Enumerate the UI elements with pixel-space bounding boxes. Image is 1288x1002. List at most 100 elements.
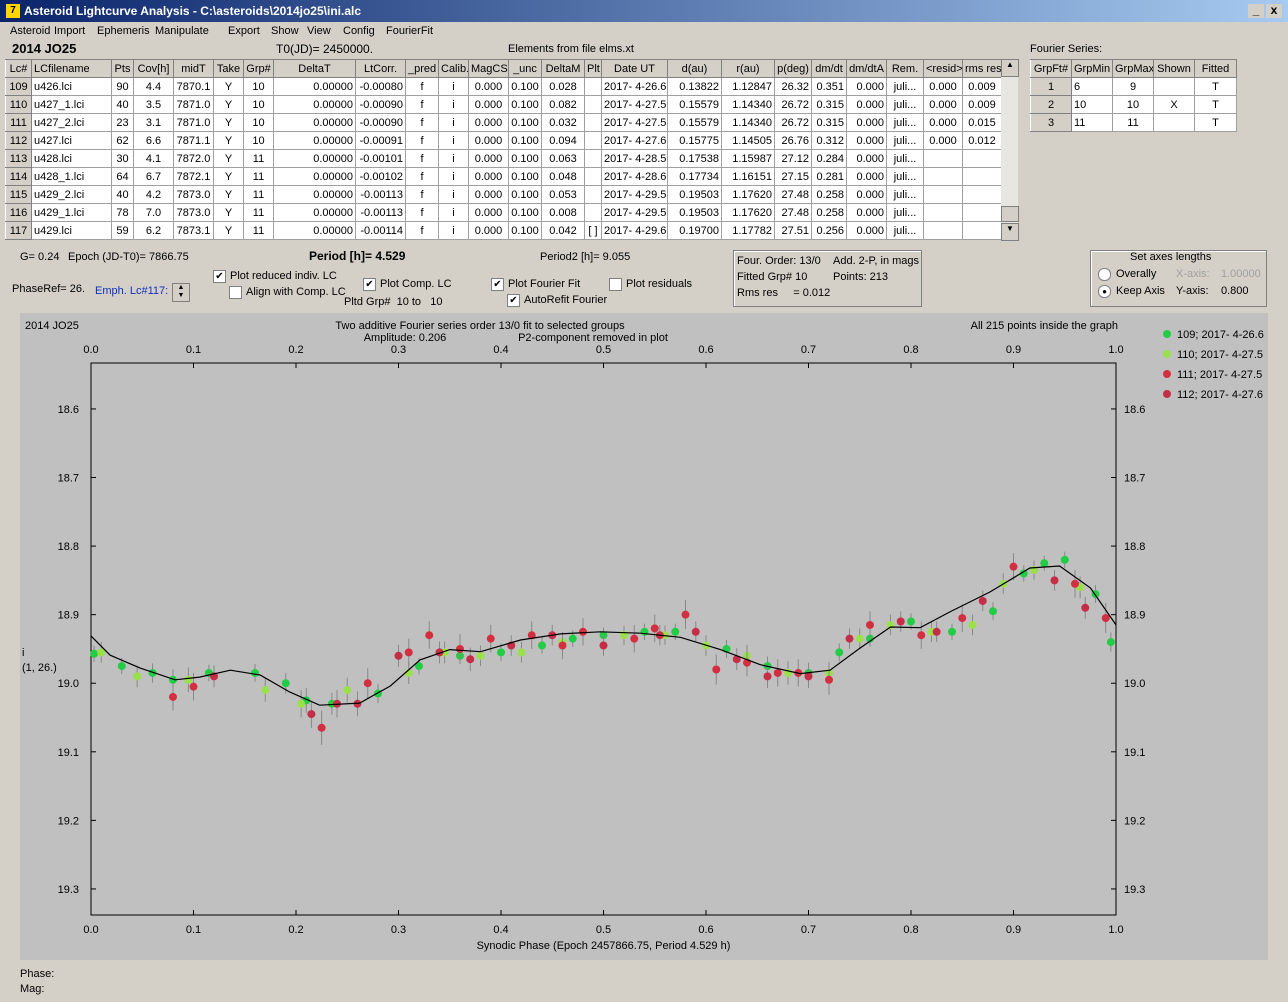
table-cell[interactable]: juli... [886,77,924,96]
table-cell[interactable]: Y [213,203,244,222]
checkbox-label[interactable]: Plot Fourier Fit [508,278,581,290]
table-cell[interactable]: Take [213,59,244,78]
table-cell[interactable]: f [405,131,439,150]
menu-item[interactable]: Asteroid [10,25,51,37]
table-cell[interactable]: i [438,131,469,150]
table-cell[interactable]: 27.51 [774,221,812,240]
table-cell[interactable]: 0.17538 [667,149,722,168]
table-cell[interactable]: Shown [1153,59,1195,78]
table-cell[interactable]: 0.100 [508,185,542,204]
table-cell[interactable]: 0.053 [541,185,585,204]
table-cell[interactable]: 1.16151 [721,167,775,186]
table-cell[interactable]: 0.315 [811,95,847,114]
table-cell[interactable]: u429_1.lci [31,203,112,222]
table-cell[interactable]: 7871.0 [173,113,214,132]
table-cell[interactable]: f [405,77,439,96]
table-cell[interactable]: 62 [111,131,134,150]
table-cell[interactable]: 1.15987 [721,149,775,168]
close-button[interactable]: x [1266,4,1282,18]
table-cell[interactable]: 11 [1071,113,1113,132]
table-cell[interactable]: 0.312 [811,131,847,150]
table-cell[interactable]: 7871.0 [173,95,214,114]
table-cell[interactable]: -0.00080 [355,77,406,96]
table-cell[interactable]: -0.00091 [355,131,406,150]
table-cell[interactable]: u427_2.lci [31,113,112,132]
table-cell[interactable]: 1.17782 [721,221,775,240]
table-cell[interactable]: 0.000 [846,131,887,150]
table-cell[interactable]: T [1194,113,1237,132]
table-cell[interactable]: u427.lci [31,131,112,150]
table-cell[interactable]: 0.100 [508,221,542,240]
table-cell[interactable]: u427_1.lci [31,95,112,114]
table-cell[interactable]: Y [213,113,244,132]
table-cell[interactable]: 0.000 [846,221,887,240]
table-cell[interactable]: juli... [886,203,924,222]
table-cell[interactable]: 27.15 [774,167,812,186]
table-cell[interactable]: 26.72 [774,95,812,114]
menu-item[interactable]: FourierFit [386,25,434,37]
table-cell[interactable]: 0.15775 [667,131,722,150]
table-cell[interactable]: 0.009 [962,95,1002,114]
table-cell[interactable]: 64 [111,167,134,186]
table-cell[interactable]: 0.012 [962,131,1002,150]
table-cell[interactable]: Calib. [438,59,469,78]
table-cell[interactable]: 0.256 [811,221,847,240]
table-cell[interactable]: 0.063 [541,149,585,168]
checkbox[interactable] [229,286,242,299]
table-cell[interactable]: f [405,167,439,186]
table-cell[interactable]: 0.100 [508,113,542,132]
table-cell[interactable]: p(deg) [774,59,812,78]
table-cell[interactable]: 0.15579 [667,95,722,114]
table-cell[interactable]: 0.315 [811,113,847,132]
table-cell[interactable]: 0.00000 [273,77,356,96]
table-cell[interactable]: 114 [5,167,32,186]
table-cell[interactable]: 2017- 4-27.6 [601,131,668,150]
table-cell[interactable]: 0.000 [846,95,887,114]
table-cell[interactable]: 6.7 [133,167,174,186]
table-cell[interactable]: i [438,167,469,186]
table-cell[interactable]: 26.32 [774,77,812,96]
table-cell[interactable]: DeltaT [273,59,356,78]
table-cell[interactable]: 0.008 [541,203,585,222]
table-cell[interactable]: 11 [1112,113,1154,132]
table-cell[interactable]: 0.00000 [273,113,356,132]
table-cell[interactable]: Lc# [5,59,32,78]
table-row[interactable]: 116 u429_1.lci 78 7.0 7873.0 Y 11 0.00000 -0.001… [5,203,1002,222]
table-cell[interactable]: DeltaM [541,59,585,78]
table-cell[interactable] [923,149,963,168]
table-cell[interactable]: 0.281 [811,167,847,186]
table-cell[interactable]: 0.00000 [273,167,356,186]
table-cell[interactable]: 2017- 4-28.5 [601,149,668,168]
menu-item[interactable]: Import [54,25,86,37]
table-cell[interactable]: 7873.0 [173,185,214,204]
table-cell[interactable]: 30 [111,149,134,168]
table-row[interactable]: 109 u426.lci 90 4.4 7870.1 Y 10 0.00000 -0.00080… [5,77,1002,96]
table-cell[interactable]: 11 [243,221,274,240]
table-cell[interactable]: 0.13822 [667,77,722,96]
table-cell[interactable]: 0.000 [468,149,509,168]
table-cell[interactable] [584,77,602,96]
table-cell[interactable]: i [438,185,469,204]
table-cell[interactable]: 0.000 [468,77,509,96]
table-cell[interactable]: [ ] [584,221,602,240]
table-cell[interactable]: i [438,113,469,132]
table-cell[interactable]: 0.17734 [667,167,722,186]
table-cell[interactable]: 59 [111,221,134,240]
table-cell[interactable]: 1.14340 [721,95,775,114]
table-cell[interactable]: 0.100 [508,167,542,186]
table-cell[interactable]: 0.00000 [273,149,356,168]
radio-label[interactable]: Keep Axis [1116,285,1165,297]
checkbox[interactable]: ✔ [213,270,226,283]
table-cell[interactable]: u428_1.lci [31,167,112,186]
checkbox-label[interactable]: AutoRefit Fourier [524,294,608,306]
table-cell[interactable]: 4.2 [133,185,174,204]
menu-item[interactable]: Manipulate [155,25,209,37]
table-cell[interactable]: 9 [1112,77,1154,96]
checkbox-label[interactable]: Plot Comp. LC [380,278,452,290]
table-cell[interactable]: f [405,149,439,168]
table-cell[interactable]: 0.351 [811,77,847,96]
table-cell[interactable]: 3 [1030,113,1072,132]
table-cell[interactable]: T [1194,95,1237,114]
table-cell[interactable]: juli... [886,95,924,114]
table-cell[interactable]: 1.14340 [721,113,775,132]
